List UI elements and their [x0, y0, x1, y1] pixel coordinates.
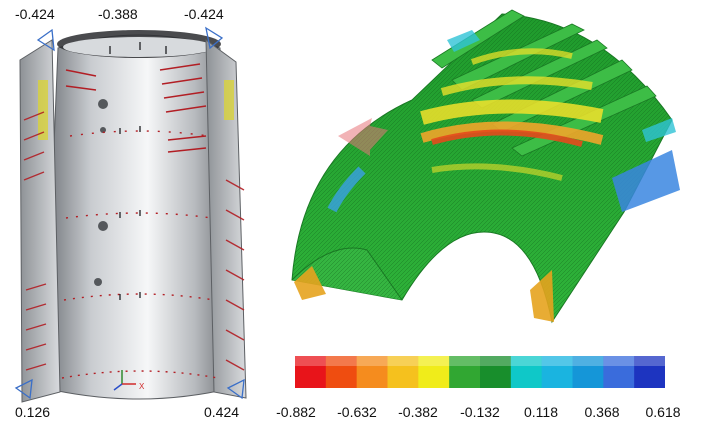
legend-swatch-highlight — [510, 356, 543, 366]
legend-swatch — [541, 356, 573, 388]
legend-swatch — [418, 356, 450, 388]
legend-swatch — [449, 356, 481, 388]
legend-tick: 0.118 — [524, 404, 558, 420]
legend-swatch-highlight — [295, 356, 327, 366]
top-center-value: -0.388 — [98, 6, 138, 22]
cylinder-shell-model: X -0.424 -0.388 -0.424 0.126 0.424 — [0, 0, 270, 424]
top-right-value: -0.424 — [184, 6, 224, 22]
legend-swatch — [325, 356, 358, 388]
legend-swatch-highlight — [449, 356, 481, 366]
top-left-value: -0.424 — [15, 6, 55, 22]
legend-swatch — [634, 356, 666, 388]
legend-swatch-highlight — [634, 356, 666, 366]
legend-swatch-highlight — [572, 356, 604, 366]
legend-swatch-highlight — [387, 356, 419, 366]
legend-tick: 0.368 — [584, 404, 620, 420]
color-legend-bar — [295, 352, 666, 392]
arch-shell-contour-model — [272, 0, 705, 424]
arch-contour-drawing — [291, 9, 680, 324]
legend-swatch — [480, 356, 512, 388]
legend-swatch-highlight — [480, 356, 512, 366]
legend-tick: -0.632 — [337, 404, 377, 420]
legend-swatch — [387, 356, 419, 388]
legend-tick: -0.382 — [398, 404, 438, 420]
legend-swatch — [356, 356, 388, 388]
bottom-right-value: 0.424 — [204, 404, 240, 420]
legend-swatch — [572, 356, 604, 388]
axis-x-label: X — [139, 382, 145, 391]
legend-tick: -0.132 — [460, 404, 500, 420]
legend-swatch-highlight — [325, 356, 358, 366]
legend-tick: -0.882 — [276, 404, 316, 420]
legend-swatch-highlight — [418, 356, 450, 366]
color-legend-swatches — [295, 356, 666, 388]
legend-tick: 0.618 — [645, 404, 681, 420]
legend-swatch-highlight — [356, 356, 388, 366]
legend-swatch — [295, 356, 327, 388]
cylinder-shell-drawing: X — [14, 26, 247, 403]
legend-swatch-highlight — [603, 356, 635, 366]
legend-swatch-highlight — [541, 356, 573, 366]
legend-swatch — [603, 356, 635, 388]
bottom-left-value: 0.126 — [15, 404, 51, 420]
legend-swatch — [510, 356, 543, 388]
